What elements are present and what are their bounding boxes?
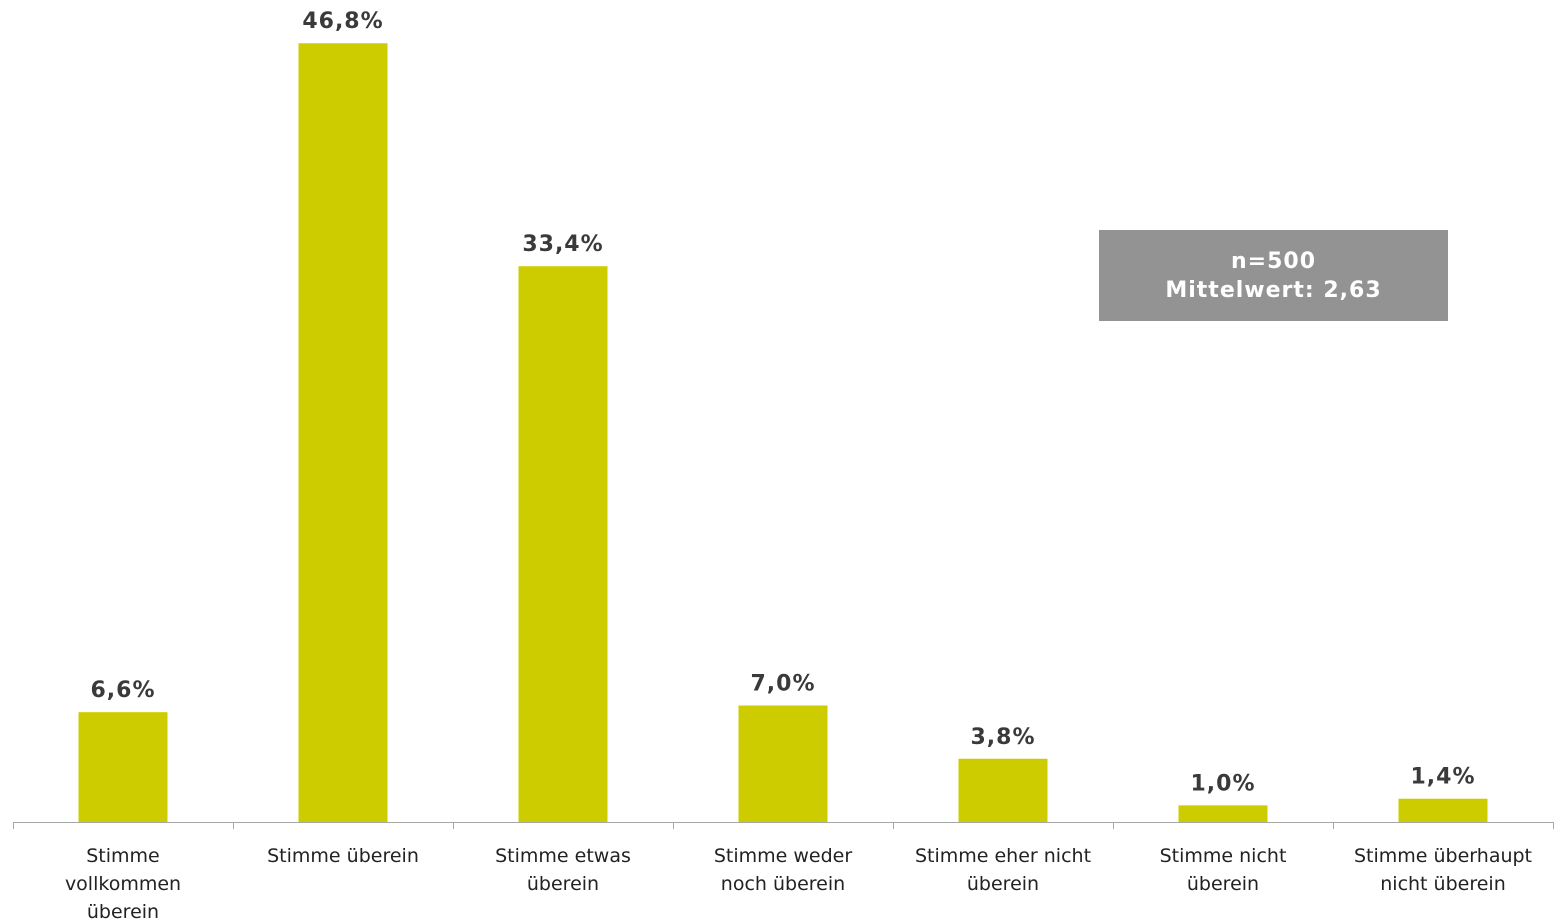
bar-value-label: 1,4%	[1410, 765, 1475, 790]
category-label-line: noch überein	[721, 873, 845, 895]
bars-group	[78, 43, 1488, 823]
bar-value-label: 33,4%	[522, 232, 603, 257]
category-label-line: überein	[87, 901, 159, 920]
bar-value-label: 7,0%	[750, 672, 815, 697]
category-label-line: überein	[1187, 873, 1259, 895]
bar	[298, 43, 388, 823]
category-label-line: vollkommen	[65, 873, 181, 895]
category-label-line: Stimme überhaupt	[1354, 845, 1532, 867]
category-label-line: Stimme	[86, 845, 160, 867]
category-label: Stimme etwas überein	[495, 845, 631, 895]
bar	[518, 266, 608, 822]
category-label-line: überein	[967, 873, 1039, 895]
x-axis-ticks	[13, 822, 1554, 829]
category-label: Stimme überhaupt nicht überein	[1354, 845, 1532, 895]
mean-value-label: Mittelwert: 2,63	[1165, 277, 1382, 303]
bar-value-label: 3,8%	[970, 725, 1035, 750]
bar	[958, 758, 1048, 822]
category-label-line: Stimme nicht	[1160, 845, 1287, 867]
bar	[1398, 798, 1488, 822]
category-labels-group: Stimme vollkommen überein Stimme überein Sti…	[65, 845, 1532, 920]
category-label: Stimme überein	[267, 845, 419, 867]
category-label-line: Stimme eher nicht	[915, 845, 1091, 867]
category-label: Stimme vollkommen überein	[65, 845, 181, 920]
category-label: Stimme eher nicht überein	[915, 845, 1091, 895]
bar	[1178, 805, 1268, 822]
bar-value-label: 46,8%	[302, 9, 383, 34]
category-label-line: Stimme weder	[714, 845, 853, 867]
category-label-line: überein	[527, 873, 599, 895]
bar	[738, 705, 828, 822]
category-label: Stimme weder noch überein	[714, 845, 853, 895]
category-label-line: nicht überein	[1380, 873, 1506, 895]
category-label: Stimme nicht überein	[1160, 845, 1287, 895]
bar-value-label: 1,0%	[1190, 771, 1255, 796]
sample-size-label: n=500	[1230, 248, 1317, 274]
bar-value-label: 6,6%	[90, 678, 155, 703]
category-label-line: Stimme etwas	[495, 845, 631, 867]
bar	[78, 712, 168, 822]
category-label-line: Stimme überein	[267, 845, 419, 867]
info-box: n=500 Mittelwert: 2,63	[1099, 230, 1448, 321]
value-labels-group: 6,6% 46,8% 33,4% 7,0% 3,8% 1,0% 1,4%	[90, 9, 1475, 796]
